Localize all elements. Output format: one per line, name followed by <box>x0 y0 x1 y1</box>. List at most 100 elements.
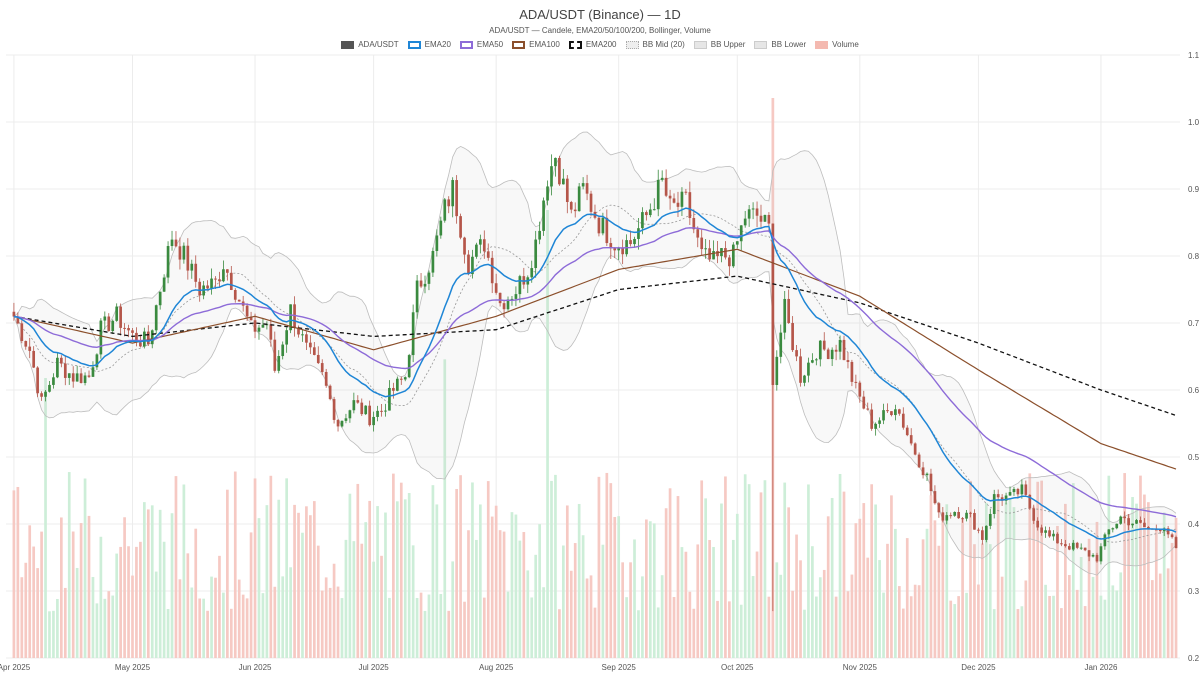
candle-body <box>427 272 431 284</box>
legend-label: EMA20 <box>424 40 451 49</box>
candle-body <box>577 186 581 212</box>
candle-body <box>490 257 494 284</box>
candle-body <box>981 530 984 540</box>
volume-bar <box>20 577 24 658</box>
candle-body <box>680 191 684 207</box>
legend-item[interactable]: BB Lower <box>754 40 806 49</box>
volume-bar <box>538 524 541 658</box>
candle-body <box>324 371 328 386</box>
candle-body <box>656 179 660 210</box>
legend-item[interactable]: EMA20 <box>407 40 451 49</box>
candle-body <box>249 316 253 321</box>
volume-bar <box>1016 609 1020 658</box>
candle-body <box>162 277 166 292</box>
candle-body <box>194 263 198 282</box>
candle-body <box>71 373 75 382</box>
volume-bar <box>59 517 63 658</box>
candle-body <box>83 375 87 383</box>
volume-bar <box>245 598 249 658</box>
volume-bar <box>526 570 530 658</box>
candle-body <box>909 435 913 444</box>
volume-bar <box>1048 595 1051 658</box>
candle-body <box>652 209 656 211</box>
volume-bar <box>135 546 138 658</box>
volume-bar <box>506 591 510 658</box>
volume-bar <box>984 502 988 658</box>
candle-body <box>905 427 909 436</box>
candle-body <box>585 183 589 194</box>
candle-body <box>289 304 292 331</box>
candle-body <box>755 208 759 216</box>
volume-bar <box>399 482 403 658</box>
candle-body <box>257 327 261 332</box>
candle-body <box>316 354 320 364</box>
candle-body <box>684 191 688 193</box>
volume-bar <box>795 534 798 658</box>
volume-bar <box>328 587 332 658</box>
candle-body <box>380 410 383 412</box>
volume-bar <box>214 577 217 658</box>
candle-body <box>1000 497 1004 501</box>
candle-body <box>522 276 526 285</box>
candle-body <box>1107 529 1111 535</box>
legend-item[interactable]: ADA/USDT <box>341 40 399 49</box>
legend-item[interactable]: Volume <box>815 40 859 49</box>
candle-body <box>146 331 150 345</box>
candle-body <box>1071 542 1075 550</box>
candle-body <box>482 239 486 252</box>
candle-body <box>530 268 534 278</box>
candle-body <box>637 228 640 239</box>
candle-body <box>1115 523 1119 529</box>
volume-bar <box>439 594 443 658</box>
candle-body <box>925 473 929 476</box>
candle-body <box>56 357 59 378</box>
candle-body <box>787 298 791 324</box>
candle-body <box>826 349 830 360</box>
volume-bar <box>708 540 711 658</box>
volume-bar <box>641 576 644 658</box>
candle-body <box>743 218 747 226</box>
candle-body <box>463 237 466 255</box>
legend-item[interactable]: EMA50 <box>459 40 503 49</box>
candle-body <box>48 384 51 392</box>
bb-upper-line <box>13 131 1177 524</box>
candle-body <box>728 257 731 267</box>
candle-body <box>996 494 1000 498</box>
legend-item[interactable]: EMA200 <box>568 40 617 49</box>
volume-bar <box>957 596 960 658</box>
legend-item[interactable]: BB Upper <box>693 40 745 49</box>
candle-body <box>913 443 917 455</box>
candle-body <box>546 186 549 201</box>
candle-body <box>111 320 115 332</box>
volume-bar <box>143 502 146 658</box>
legend-item[interactable]: EMA100 <box>512 40 560 49</box>
volume-bar <box>609 483 613 658</box>
volume-bar <box>755 551 759 658</box>
volume-bar <box>514 514 518 658</box>
candle-body <box>20 323 24 341</box>
candle-body <box>554 157 557 167</box>
candle-body <box>1056 533 1059 544</box>
volume-bar <box>40 531 43 658</box>
candle-body <box>1147 527 1150 529</box>
volume-bar <box>1131 497 1134 658</box>
volume-bar <box>743 474 747 658</box>
candle-body <box>771 223 775 385</box>
volume-bar <box>945 504 949 658</box>
volume-bar <box>475 539 478 658</box>
volume-bar <box>1067 575 1071 658</box>
candle-body <box>846 360 850 362</box>
candle-body <box>945 515 949 521</box>
legend-item[interactable]: BB Mid (20) <box>625 40 685 49</box>
volume-bar <box>613 516 617 658</box>
volume-bar <box>905 538 909 658</box>
volume-bar <box>961 518 964 658</box>
volume-bar <box>115 553 119 658</box>
volume-bar <box>237 579 241 658</box>
volume-bar <box>368 500 372 658</box>
volume-bar <box>783 482 787 658</box>
volume-bar <box>1052 595 1055 658</box>
volume-bar <box>340 598 344 658</box>
candle-body <box>921 467 925 476</box>
volume-bar <box>988 544 992 658</box>
